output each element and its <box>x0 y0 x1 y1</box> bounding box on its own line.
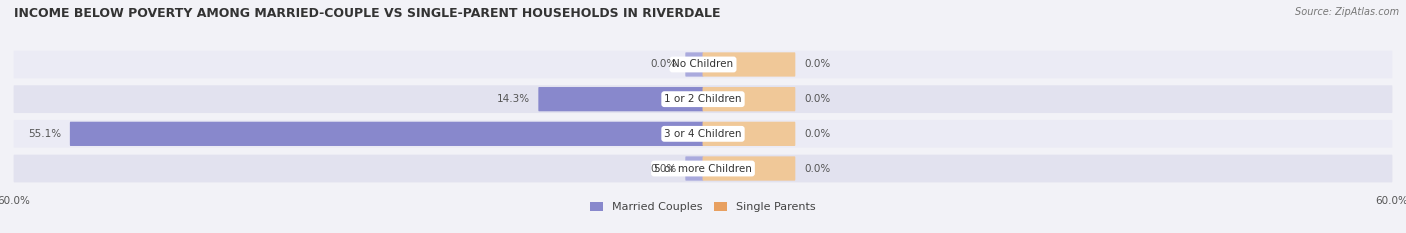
FancyBboxPatch shape <box>70 122 703 146</box>
FancyBboxPatch shape <box>538 87 703 111</box>
FancyBboxPatch shape <box>14 120 1392 148</box>
FancyBboxPatch shape <box>685 52 703 77</box>
FancyBboxPatch shape <box>703 87 796 111</box>
FancyBboxPatch shape <box>14 85 1392 113</box>
FancyBboxPatch shape <box>703 156 796 181</box>
Text: 5 or more Children: 5 or more Children <box>654 164 752 174</box>
Text: 3 or 4 Children: 3 or 4 Children <box>664 129 742 139</box>
Text: 55.1%: 55.1% <box>28 129 60 139</box>
Text: 0.0%: 0.0% <box>651 164 676 174</box>
FancyBboxPatch shape <box>703 52 796 77</box>
Text: 14.3%: 14.3% <box>496 94 530 104</box>
Legend: Married Couples, Single Parents: Married Couples, Single Parents <box>591 202 815 212</box>
Text: 0.0%: 0.0% <box>651 59 676 69</box>
Text: Source: ZipAtlas.com: Source: ZipAtlas.com <box>1295 7 1399 17</box>
FancyBboxPatch shape <box>703 122 796 146</box>
FancyBboxPatch shape <box>14 155 1392 182</box>
Text: 0.0%: 0.0% <box>804 164 831 174</box>
Text: No Children: No Children <box>672 59 734 69</box>
Text: 0.0%: 0.0% <box>804 94 831 104</box>
FancyBboxPatch shape <box>685 156 703 181</box>
Text: 0.0%: 0.0% <box>804 129 831 139</box>
Text: 1 or 2 Children: 1 or 2 Children <box>664 94 742 104</box>
Text: 0.0%: 0.0% <box>804 59 831 69</box>
FancyBboxPatch shape <box>14 51 1392 78</box>
Text: INCOME BELOW POVERTY AMONG MARRIED-COUPLE VS SINGLE-PARENT HOUSEHOLDS IN RIVERDA: INCOME BELOW POVERTY AMONG MARRIED-COUPL… <box>14 7 720 20</box>
